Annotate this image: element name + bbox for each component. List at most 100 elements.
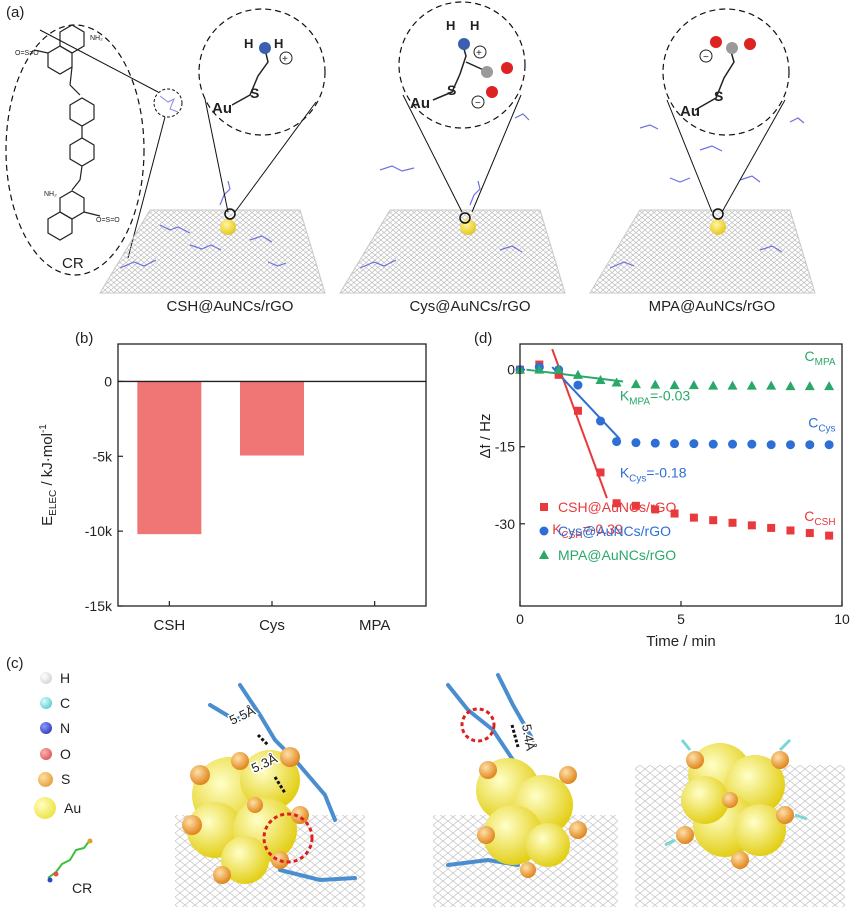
point-csh xyxy=(709,516,718,525)
bar-ytick-label: -15k xyxy=(85,598,113,614)
legend-n: N xyxy=(40,720,70,736)
point-mpa xyxy=(534,364,545,374)
point-mpa xyxy=(746,380,757,390)
point-mpa xyxy=(611,377,622,387)
point-mpa xyxy=(650,379,661,389)
svg-text:NH₂: NH₂ xyxy=(90,35,103,42)
atom-legend: H C N O S Au CR xyxy=(30,668,140,908)
legend-s-swatch xyxy=(38,771,53,787)
graphene-sheet-csh xyxy=(99,180,326,294)
panel-label-a: (a) xyxy=(6,4,25,21)
point-csh xyxy=(596,468,605,477)
point-mpa xyxy=(595,374,606,384)
bar-ytick-label: -10k xyxy=(85,523,113,539)
bar-xtick-label-csh: CSH xyxy=(153,617,185,634)
qcm-chart-ylabel: Δf / Hz xyxy=(480,413,494,458)
qcm-chart: 0 5 10 0 -15 -30 KCSH=-0.39 CCSH KCys=-0.18 CCys… xyxy=(480,343,850,650)
legend-marker-csh xyxy=(540,503,548,511)
point-mpa xyxy=(824,381,835,391)
legend-marker-mpa xyxy=(539,550,549,559)
h-label-cys-2: H xyxy=(470,18,479,33)
s-label-mpa: S xyxy=(714,88,723,104)
end-label-cys: CCys xyxy=(808,415,835,435)
au-label-csh: Au xyxy=(212,100,232,117)
end-label-csh: CCSH xyxy=(804,508,835,528)
legend-label-csh: CSH@AuNCs/rGO xyxy=(558,499,677,515)
cr-structure-drawing: O=S=O O=S=O NH₂ NH₂ xyxy=(15,24,120,241)
h-label-csh-2: H xyxy=(274,36,283,51)
svg-text:O=S=O: O=S=O xyxy=(96,217,120,224)
legend-label-cys: Cys@AuNCs/rGO xyxy=(558,523,671,539)
point-mpa xyxy=(804,381,815,391)
end-label-mpa: CMPA xyxy=(804,348,835,368)
point-mpa xyxy=(630,379,641,389)
legend-n-swatch xyxy=(40,722,52,734)
point-cys xyxy=(747,439,757,449)
cr-molecule-icon xyxy=(47,838,93,883)
cr-zoom-ellipse xyxy=(5,24,145,276)
svg-text:−: − xyxy=(703,52,709,63)
point-csh xyxy=(554,370,563,379)
legend-c-label: C xyxy=(60,695,71,711)
point-csh xyxy=(767,523,776,532)
au-label-mpa: Au xyxy=(680,103,700,120)
point-cys xyxy=(708,439,718,449)
rate-label-cys: KCys=-0.18 xyxy=(620,465,687,485)
point-csh xyxy=(670,509,679,518)
point-cys xyxy=(785,440,795,450)
cr-small-circle xyxy=(153,88,183,118)
graphene-sheet-mpa xyxy=(589,117,816,294)
panel-label-b: (b) xyxy=(75,330,94,347)
qcm-xtick-label: 10 xyxy=(834,611,850,627)
bar-xtick-label-cys: Cys xyxy=(259,617,285,634)
point-cys xyxy=(805,440,815,450)
bar-chart-ylabel: EELEC / kJ·mol-1 xyxy=(38,424,59,526)
bar-chart-frame xyxy=(117,343,427,607)
distance-label-3: 5.4Å xyxy=(519,723,538,752)
point-mpa xyxy=(708,380,719,390)
svg-text:NH₂: NH₂ xyxy=(44,191,57,198)
legend-label-mpa: MPA@AuNCs/rGO xyxy=(558,547,676,563)
point-mpa xyxy=(766,380,777,390)
legend-h: H xyxy=(40,670,70,686)
point-mpa xyxy=(688,380,699,390)
qcm-chart-xlabel: Time / min xyxy=(646,633,715,650)
bar-csh xyxy=(137,381,202,535)
point-csh xyxy=(631,501,640,510)
bar-ytick-label: -5k xyxy=(93,448,113,464)
point-cys xyxy=(670,439,680,449)
fit-line-cys xyxy=(551,366,621,440)
point-csh xyxy=(728,518,737,527)
qcm-xtick-label: 5 xyxy=(677,611,685,627)
point-mpa xyxy=(553,364,564,374)
point-csh xyxy=(825,531,834,540)
point-cys xyxy=(824,440,834,450)
point-cys xyxy=(766,440,776,450)
legend-h-swatch xyxy=(40,672,52,684)
svg-text:−: − xyxy=(475,98,481,109)
au-label-cys: Au xyxy=(410,95,430,112)
qcm-chart-frame xyxy=(519,343,843,607)
legend-au-label: Au xyxy=(64,800,82,816)
bar-cys xyxy=(240,381,304,456)
legend-n-label: N xyxy=(60,720,71,736)
snapshot-csh: 5.5Å 5.3Å xyxy=(175,683,365,907)
svg-text:+: + xyxy=(476,48,482,59)
cr-label: CR xyxy=(62,255,84,272)
panel-label-d: (d) xyxy=(474,330,493,347)
legend-au-swatch xyxy=(34,797,56,819)
point-csh xyxy=(689,513,698,522)
point-mpa xyxy=(669,380,680,390)
legend-o-label: O xyxy=(60,746,71,762)
qcm-xtick-label: 0 xyxy=(516,611,524,627)
legend-s: S xyxy=(38,771,70,787)
legend-c: C xyxy=(40,695,70,711)
point-csh xyxy=(612,499,621,508)
point-cys xyxy=(612,437,622,447)
point-cys xyxy=(689,439,699,449)
legend-h-label: H xyxy=(60,670,71,686)
qcm-ytick-label: -15 xyxy=(495,439,515,455)
ligand-zoom-csh: + xyxy=(198,8,326,220)
point-mpa xyxy=(572,369,583,379)
h-label-cys-1: H xyxy=(446,18,455,33)
